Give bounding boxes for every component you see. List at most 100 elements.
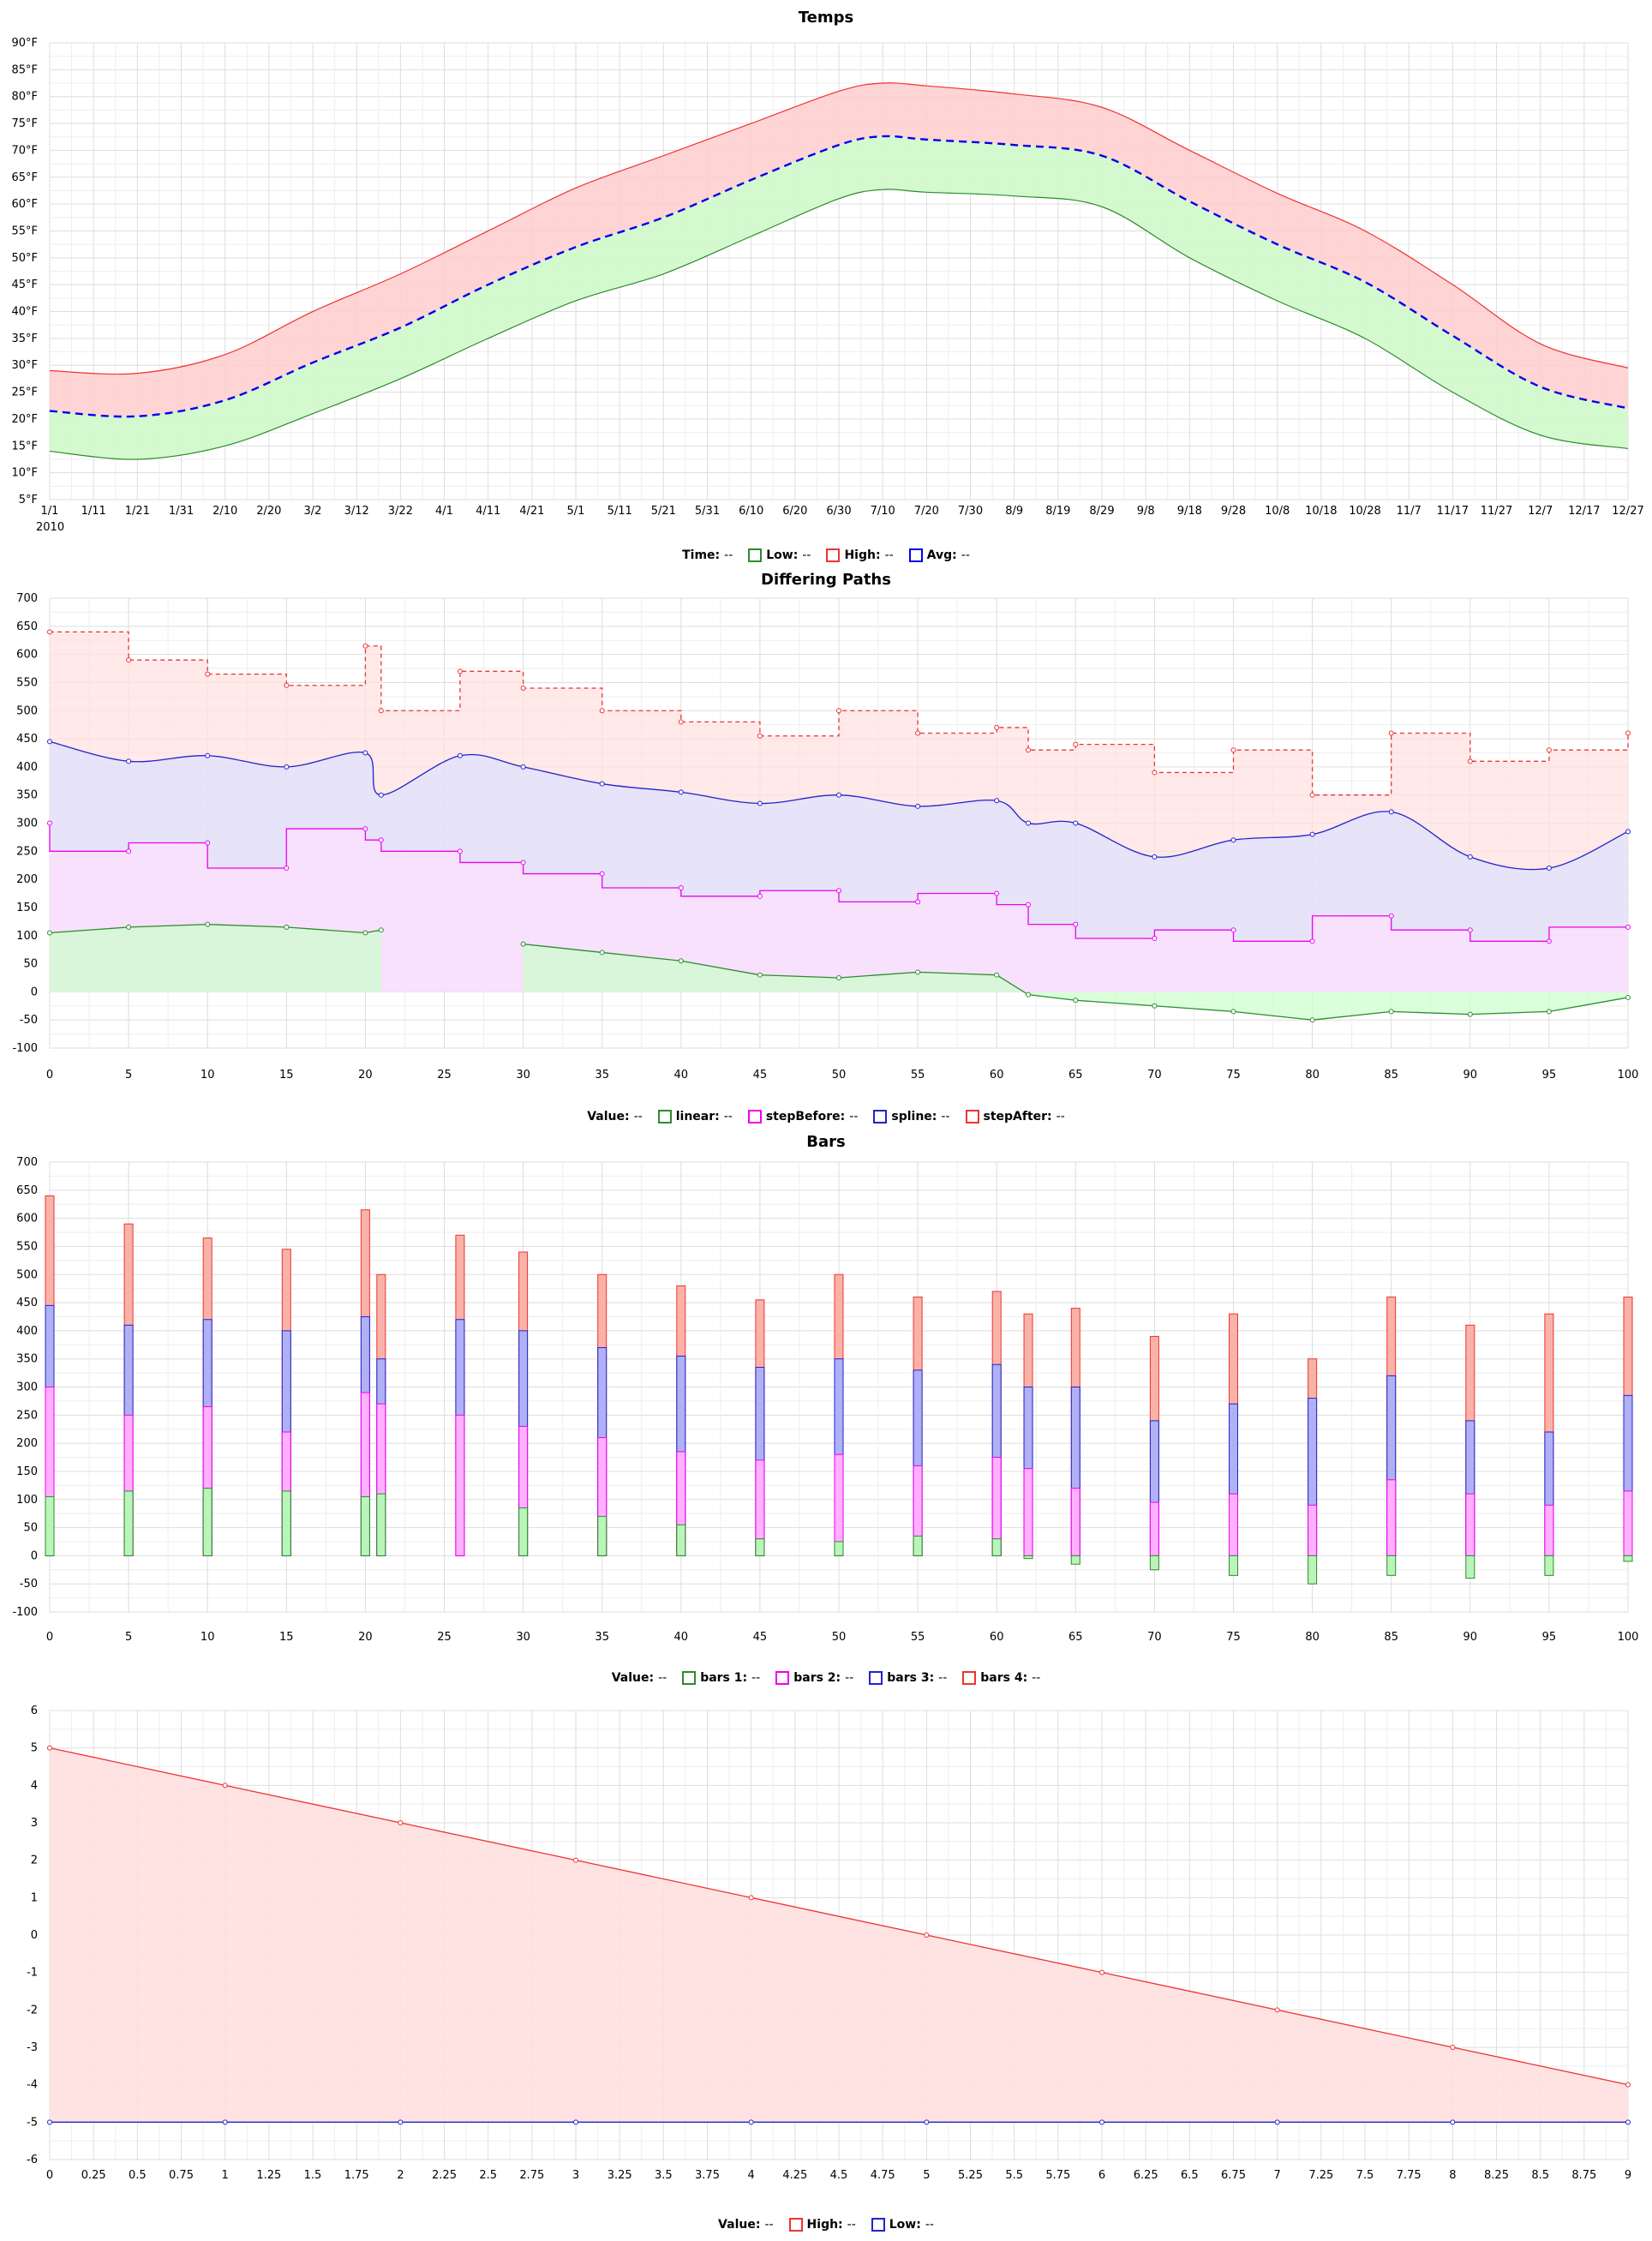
legend-item[interactable]: bars 3: --: [869, 1671, 947, 1685]
legend-key-item: Value: --: [718, 2218, 774, 2232]
y-tick-label: 50: [23, 1522, 38, 1535]
spline-point: [1388, 809, 1394, 815]
stepAfter-point: [378, 708, 384, 714]
spline-point: [1073, 820, 1079, 826]
y-tick-label: 60°F: [11, 198, 38, 211]
x-tick-label: 6/10: [739, 505, 763, 518]
x-tick-label: 50: [832, 1631, 847, 1644]
legend-key-item: Value: --: [587, 1110, 643, 1123]
x-tick-label: 6/20: [782, 505, 807, 518]
linear-point: [1546, 1009, 1552, 1015]
y-tick-label: 5°F: [19, 494, 38, 506]
x-tick-label: 8/19: [1045, 505, 1070, 518]
x-tick-label: 5.25: [958, 2169, 983, 2182]
legend-item[interactable]: stepAfter: --: [965, 1110, 1065, 1123]
legend-key: Time:: [682, 548, 721, 562]
legend-label: stepAfter:: [983, 1110, 1052, 1123]
x-tick-label: 30: [516, 1069, 530, 1082]
bars-1-bar: [913, 1535, 923, 1556]
x-tick-label: 12/17: [1568, 505, 1600, 518]
chart-temps: Temps 5°F 10°F 15°F 20°F 25°F 30°F 35°F 40°F 45°…: [0, 0, 1652, 566]
stepAfter-point: [994, 724, 1000, 730]
low-area: [50, 135, 1628, 460]
high-line: [49, 1747, 1629, 2086]
legend-item[interactable]: bars 1: --: [682, 1671, 760, 1685]
legend-item[interactable]: bars 4: --: [962, 1671, 1040, 1685]
y-tick-label: 25°F: [11, 386, 38, 399]
x-tick-label: 30: [516, 1631, 530, 1644]
bars-plot[interactable]: -100-50050100150200250300350400450500550…: [0, 1128, 1652, 1693]
legend-key-value: --: [764, 2218, 774, 2232]
x-tick-label: 6: [1098, 2169, 1105, 2182]
x-tick-label: 3.75: [695, 2169, 720, 2182]
x-tick-label: 2.5: [479, 2169, 497, 2182]
bars-1-bar: [1229, 1555, 1238, 1576]
x-tick-label: 70: [1147, 1631, 1162, 1644]
legend-label: stepBefore:: [765, 1110, 846, 1123]
stepBefore-point: [1625, 924, 1631, 930]
y-tick-label: 700: [16, 592, 38, 605]
paths-plot[interactable]: -100-50050100150200250300350400450500550…: [0, 564, 1652, 1129]
y-tick-label: 55°F: [11, 225, 38, 237]
x-tick-label: 85: [1384, 1631, 1398, 1644]
x-tick-label: 100: [1618, 1069, 1639, 1082]
legend-item[interactable]: spline: --: [873, 1110, 950, 1123]
x-tick-label: 80: [1305, 1069, 1320, 1082]
x-tick-label: 11/7: [1397, 505, 1422, 518]
x-tick-label: 3.25: [608, 2169, 632, 2182]
legend-key-item: Time: --: [682, 548, 733, 562]
spline-point: [915, 803, 921, 809]
y-tick-label: 65°F: [11, 171, 38, 184]
x-tick-label: 45: [753, 1631, 768, 1644]
y-tick-label: -100: [12, 1606, 38, 1619]
low-line: [49, 189, 1629, 460]
y-tick-label: 550: [16, 1240, 38, 1253]
legend-item[interactable]: Avg: --: [908, 548, 970, 562]
y-tick-label: 300: [16, 1381, 38, 1394]
stepAfter-point: [457, 668, 463, 674]
linear-point: [378, 927, 384, 933]
y-tick-label: 90°F: [11, 37, 38, 50]
high-point: [1099, 1969, 1104, 1975]
legend-item[interactable]: bars 2: --: [775, 1671, 853, 1685]
legend-item[interactable]: stepBefore: --: [747, 1110, 858, 1123]
y-tick-label: 40°F: [11, 306, 38, 319]
low-point: [222, 2119, 228, 2125]
low-point: [1274, 2119, 1280, 2125]
legend-swatch: [965, 1110, 979, 1123]
legend-item[interactable]: Low: --: [871, 2218, 934, 2232]
y-tick-label: 0: [31, 1929, 38, 1942]
legend-swatch: [657, 1110, 672, 1123]
bars-2-bar: [1070, 1488, 1080, 1556]
linear-line: [49, 923, 381, 934]
x-tick-label: 11/17: [1437, 505, 1469, 518]
y-tick-label: 35°F: [11, 333, 38, 345]
stepAfter-point: [284, 682, 290, 688]
x-tick-label: 3: [572, 2169, 579, 2182]
high-point: [748, 1895, 754, 1901]
stepAfter-point: [205, 671, 211, 677]
linear-point: [1152, 1003, 1158, 1009]
x-tick-label: 20: [358, 1069, 373, 1082]
legend-item[interactable]: Low: --: [748, 548, 811, 562]
y-tick-label: 100: [16, 1494, 38, 1507]
legend-value: --: [723, 1110, 733, 1123]
stepAfter-point: [1388, 730, 1394, 736]
stepBefore-point: [915, 899, 921, 905]
x-tick-label: 10/8: [1265, 505, 1290, 518]
legend-item[interactable]: High: --: [788, 2218, 856, 2232]
legend-swatch: [962, 1671, 977, 1685]
legend-item[interactable]: linear: --: [657, 1110, 733, 1123]
y-tick-label: 650: [16, 620, 38, 633]
y-tick-label: 80°F: [11, 91, 38, 104]
stepAfter-point: [836, 708, 841, 714]
legend-value: --: [884, 548, 894, 562]
bars-1-bar: [1544, 1555, 1554, 1576]
high-low-plot[interactable]: -6 -5 -4 -3 -2 -1 0 1 2 3 4 5 6 0 0.25 0.5 0.75 1 1.25 1.5 1…: [0, 1693, 1652, 2241]
temps-plot[interactable]: 5°F 10°F 15°F 20°F 25°F 30°F 35°F 40°F 45°F 50°F 5…: [0, 0, 1652, 566]
legend-item[interactable]: High: --: [826, 548, 894, 562]
legend-value: --: [802, 548, 811, 562]
high-point: [1625, 2082, 1631, 2088]
spline-point: [126, 758, 132, 764]
y-tick-label: -50: [20, 1578, 38, 1591]
